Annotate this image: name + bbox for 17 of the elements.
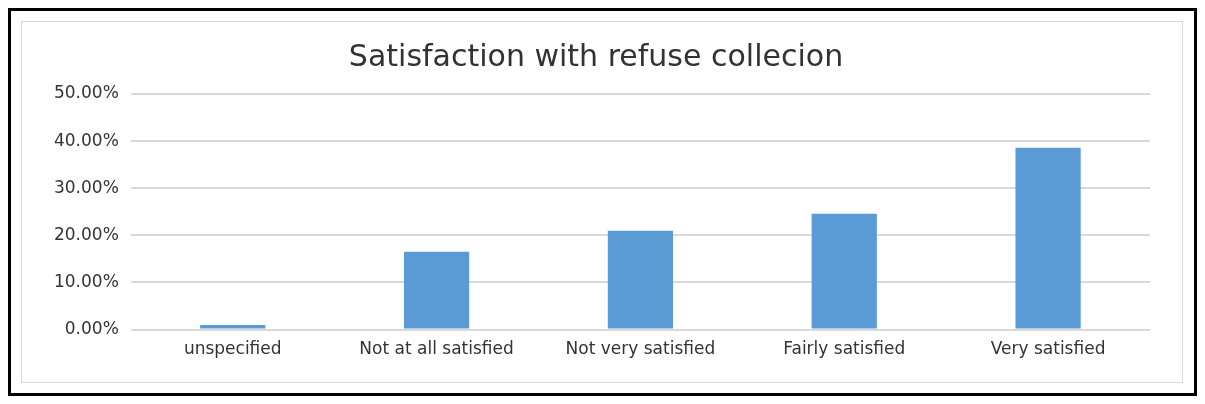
- bar: [403, 251, 470, 329]
- bar: [200, 324, 266, 329]
- x-tick-label: Not very satisfied: [565, 338, 716, 359]
- x-tick-label: Not at all satisfied: [359, 338, 514, 359]
- y-tick-label: 30.00%: [53, 176, 119, 197]
- y-tick-label: 20.00%: [53, 223, 119, 244]
- bar: [607, 230, 674, 329]
- chart-title: Satisfaction with refuse collecion: [348, 37, 844, 73]
- y-tick-label: 50.00%: [53, 82, 119, 103]
- y-tick-label: 40.00%: [53, 129, 119, 150]
- y-tick-label: 0.00%: [64, 318, 119, 339]
- bar: [1015, 147, 1081, 329]
- x-tick-label: Fairly satisfied: [783, 338, 906, 359]
- x-tick-label: unspecified: [183, 338, 282, 359]
- y-tick-label: 10.00%: [53, 270, 119, 291]
- x-tick-label: Very satisfied: [990, 338, 1106, 359]
- bar: [811, 213, 877, 329]
